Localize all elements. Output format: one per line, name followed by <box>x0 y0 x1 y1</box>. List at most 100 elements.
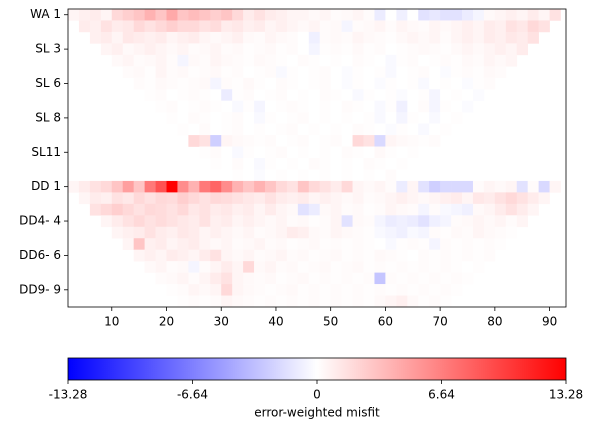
heatmap-cell <box>308 66 321 79</box>
heatmap-cell <box>472 9 485 21</box>
heatmap-cell <box>221 249 233 262</box>
heatmap-cell <box>286 158 299 170</box>
heatmap-cell <box>352 203 364 216</box>
heatmap-cell <box>396 100 408 113</box>
heatmap-cell <box>210 9 222 21</box>
heatmap-cell <box>243 272 255 285</box>
heatmap-cell <box>286 135 299 147</box>
heatmap-cell <box>232 20 244 33</box>
heatmap-cell <box>319 31 331 44</box>
heatmap-cell <box>265 112 277 124</box>
heatmap-cell <box>374 100 386 113</box>
heatmap-cell <box>199 146 211 159</box>
heatmap-cell <box>221 43 233 56</box>
heatmap-cell <box>188 112 200 124</box>
heatmap-cell <box>166 203 178 216</box>
heatmap-cell <box>232 272 244 285</box>
heatmap-cell <box>352 146 364 159</box>
heatmap-cell <box>221 158 233 170</box>
heatmap-cell <box>254 54 266 67</box>
heatmap-cell <box>319 100 331 113</box>
heatmap-cell <box>483 9 496 21</box>
heatmap-cell <box>483 249 496 262</box>
heatmap-cell <box>199 123 211 136</box>
heatmap-cell <box>188 123 200 136</box>
heatmap-cell <box>275 272 288 285</box>
heatmap-cell <box>221 284 233 296</box>
heatmap-cell <box>385 100 397 113</box>
heatmap-cell <box>100 203 113 216</box>
heatmap-cell <box>133 249 145 262</box>
heatmap-cell <box>374 9 386 21</box>
heatmap-cell <box>210 238 222 250</box>
heatmap-cell <box>243 43 255 56</box>
heatmap-cell <box>199 295 211 308</box>
heatmap-cell <box>451 9 463 21</box>
heatmap-cell <box>407 192 419 205</box>
heatmap-cell <box>319 158 331 170</box>
heatmap-cell <box>286 100 299 113</box>
heatmap-cell <box>265 77 277 90</box>
heatmap-cell <box>199 9 211 21</box>
heatmap-cell <box>516 192 528 205</box>
heatmap-cell <box>144 261 156 273</box>
heatmap-cell <box>483 215 496 228</box>
heatmap-cell <box>243 146 255 159</box>
heatmap-cell <box>341 261 353 273</box>
heatmap-cell <box>166 180 178 193</box>
heatmap-cell <box>483 203 496 216</box>
heatmap-cell <box>308 100 321 113</box>
heatmap-cell <box>429 112 441 124</box>
heatmap-cell <box>407 100 419 113</box>
heatmap-cell <box>297 215 310 228</box>
heatmap-cell <box>265 261 277 273</box>
heatmap-cell <box>319 9 331 21</box>
heatmap-cell <box>319 123 331 136</box>
heatmap-cell <box>385 180 397 193</box>
heatmap-cell <box>144 31 156 44</box>
heatmap-cell <box>265 238 277 250</box>
heatmap-cell <box>396 215 408 228</box>
heatmap-cell <box>396 238 408 250</box>
heatmap-cell <box>275 226 288 239</box>
heatmap-cell <box>177 249 189 262</box>
heatmap-cell <box>122 226 134 239</box>
heatmap-cell <box>429 180 441 193</box>
heatmap-cell <box>166 54 178 67</box>
heatmap-cell <box>472 54 485 67</box>
heatmap-cell <box>210 249 222 262</box>
heatmap-cell <box>210 272 222 285</box>
heatmap-cell <box>352 123 364 136</box>
heatmap-cell <box>363 249 375 262</box>
heatmap-cell <box>286 169 299 182</box>
heatmap-cell <box>265 226 277 239</box>
heatmap-cell <box>232 180 244 193</box>
heatmap-cell <box>483 20 496 33</box>
heatmap-cell <box>254 66 266 79</box>
heatmap-cell <box>144 180 156 193</box>
heatmap-cell <box>265 272 277 285</box>
heatmap-cell <box>265 284 277 296</box>
heatmap-cell <box>221 123 233 136</box>
heatmap-cell <box>199 249 211 262</box>
heatmap-cell <box>122 54 134 67</box>
heatmap-cell <box>221 203 233 216</box>
heatmap-cell <box>451 89 463 101</box>
heatmap-cell <box>133 226 145 239</box>
heatmap-cell <box>232 284 244 296</box>
heatmap-cell <box>374 123 386 136</box>
heatmap-cell <box>133 66 145 79</box>
heatmap-cell <box>319 43 331 56</box>
heatmap-cell <box>188 272 200 285</box>
heatmap-cell <box>144 9 156 21</box>
heatmap-cell <box>308 169 321 182</box>
heatmap-cell <box>319 226 331 239</box>
heatmap-cell <box>133 20 145 33</box>
heatmap-cell <box>199 66 211 79</box>
heatmap-cell <box>440 272 452 285</box>
heatmap-cell <box>265 192 277 205</box>
heatmap-cell <box>286 31 299 44</box>
heatmap-cell <box>275 238 288 250</box>
heatmap-cell <box>144 238 156 250</box>
heatmap-cell <box>297 20 310 33</box>
